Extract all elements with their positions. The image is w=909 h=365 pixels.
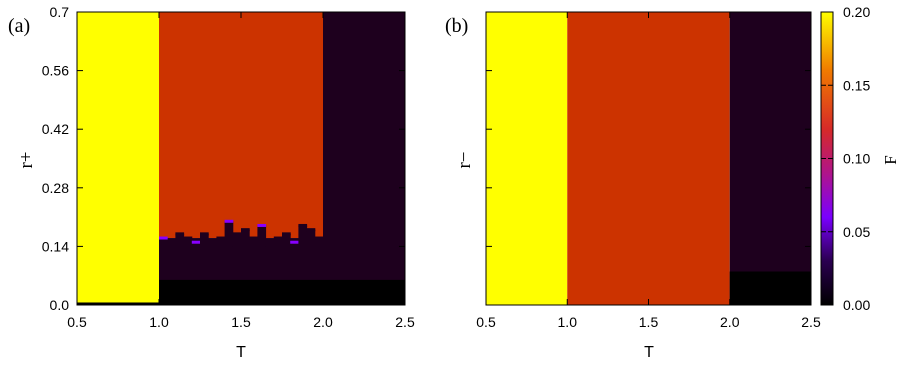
panel-b-label: (b) (445, 15, 468, 37)
y-tick-label: 0.14 (42, 238, 69, 254)
boundary-cell (241, 229, 250, 247)
boundary-cell (306, 229, 316, 247)
x-tick-label: 1.5 (639, 314, 659, 330)
y-tick-label: 0.56 (42, 63, 69, 79)
x-tick-label: 0.5 (476, 314, 496, 330)
boundary-edge (265, 244, 275, 248)
boundary-edge (314, 236, 324, 240)
boundary-edge (224, 219, 234, 223)
boundary-cell (298, 225, 308, 247)
heatmap-floor (729, 271, 811, 305)
boundary-cell (282, 233, 291, 247)
heatmap-region-1 (486, 12, 568, 305)
boundary-edge (282, 232, 291, 236)
boundary-edge (273, 236, 283, 240)
boundary-edge (241, 228, 250, 232)
heatmap-floor (159, 279, 405, 305)
y-tick-label: 0.28 (42, 180, 69, 196)
boundary-edge (159, 236, 168, 240)
boundary-edge (290, 240, 299, 244)
heatmap-region-3 (729, 12, 811, 305)
boundary-edge (306, 228, 316, 232)
colorbar-ticks: 0.00 0.05 0.10 0.15 0.20 (821, 4, 870, 313)
y-tick-label: 0.7 (50, 4, 70, 20)
panel-a-y-ticks: 0.0 0.14 0.28 0.42 0.56 0.7 (42, 4, 405, 313)
heatmap-region-1 (77, 12, 159, 305)
x-tick-label: 1.0 (558, 314, 578, 330)
x-tick-label: 0.5 (67, 314, 87, 330)
boundary-edge (175, 232, 185, 236)
boundary-edge (191, 240, 201, 244)
heatmap-bottom-strip (77, 302, 159, 305)
panel-a-heatmap (77, 12, 405, 305)
panel-b-x-label: T (644, 344, 654, 361)
x-tick-label: 2.5 (395, 314, 415, 330)
boundary-cell (224, 221, 234, 247)
boundary-edge (200, 232, 209, 236)
colorbar-tick-label: 0.20 (843, 4, 870, 20)
boundary-cell (232, 233, 242, 247)
boundary-cell (257, 225, 267, 247)
heatmap-region-4 (323, 12, 405, 305)
boundary-cell (200, 233, 209, 247)
colorbar-tick-label: 0.15 (843, 77, 870, 93)
x-tick-label: 1.0 (149, 314, 169, 330)
heatmap-region-2 (159, 12, 323, 239)
boundary-cell (175, 233, 185, 247)
boundary-edge (249, 236, 258, 240)
y-tick-label: 0.0 (50, 297, 70, 313)
colorbar-label: F (881, 155, 900, 164)
panel-a-x-ticks: 0.5 1.0 1.5 2.0 2.5 (67, 12, 415, 330)
panel-b-y-label: r− (454, 151, 475, 168)
panel-b-heatmap (486, 12, 811, 305)
y-tick-label: 0.42 (42, 121, 69, 137)
x-tick-label: 2.0 (313, 314, 333, 330)
panel-b: 0.5 1.0 1.5 2.0 2.5 T r− (b) (445, 11, 821, 361)
heatmap-region-2 (567, 12, 730, 305)
panel-a-x-label: T (236, 344, 246, 361)
panel-a-y-label: r+ (16, 151, 37, 168)
x-tick-label: 1.5 (231, 314, 251, 330)
colorbar-tick-label: 0.10 (843, 151, 870, 167)
boundary-edge (208, 240, 217, 244)
colorbar-tick-label: 0.00 (843, 297, 870, 313)
boundary-edge (232, 232, 242, 236)
boundary-edge (257, 223, 267, 227)
colorbar: 0.00 0.05 0.10 0.15 0.20 F (820, 4, 900, 313)
x-tick-label: 2.0 (720, 314, 740, 330)
colorbar-tick-label: 0.05 (843, 224, 870, 240)
boundary-edge (216, 236, 226, 240)
boundary-edge (183, 236, 193, 240)
panel-a-label: (a) (8, 15, 30, 37)
x-tick-label: 2.5 (801, 314, 821, 330)
boundary-edge (167, 240, 176, 244)
panel-b-x-ticks: 0.5 1.0 1.5 2.0 2.5 (476, 11, 821, 330)
boundary-edge (298, 223, 308, 227)
panel-a: 0.5 1.0 1.5 2.0 2.5 0.0 0.14 0.28 0.42 0.56 0.7 T… (8, 4, 415, 361)
